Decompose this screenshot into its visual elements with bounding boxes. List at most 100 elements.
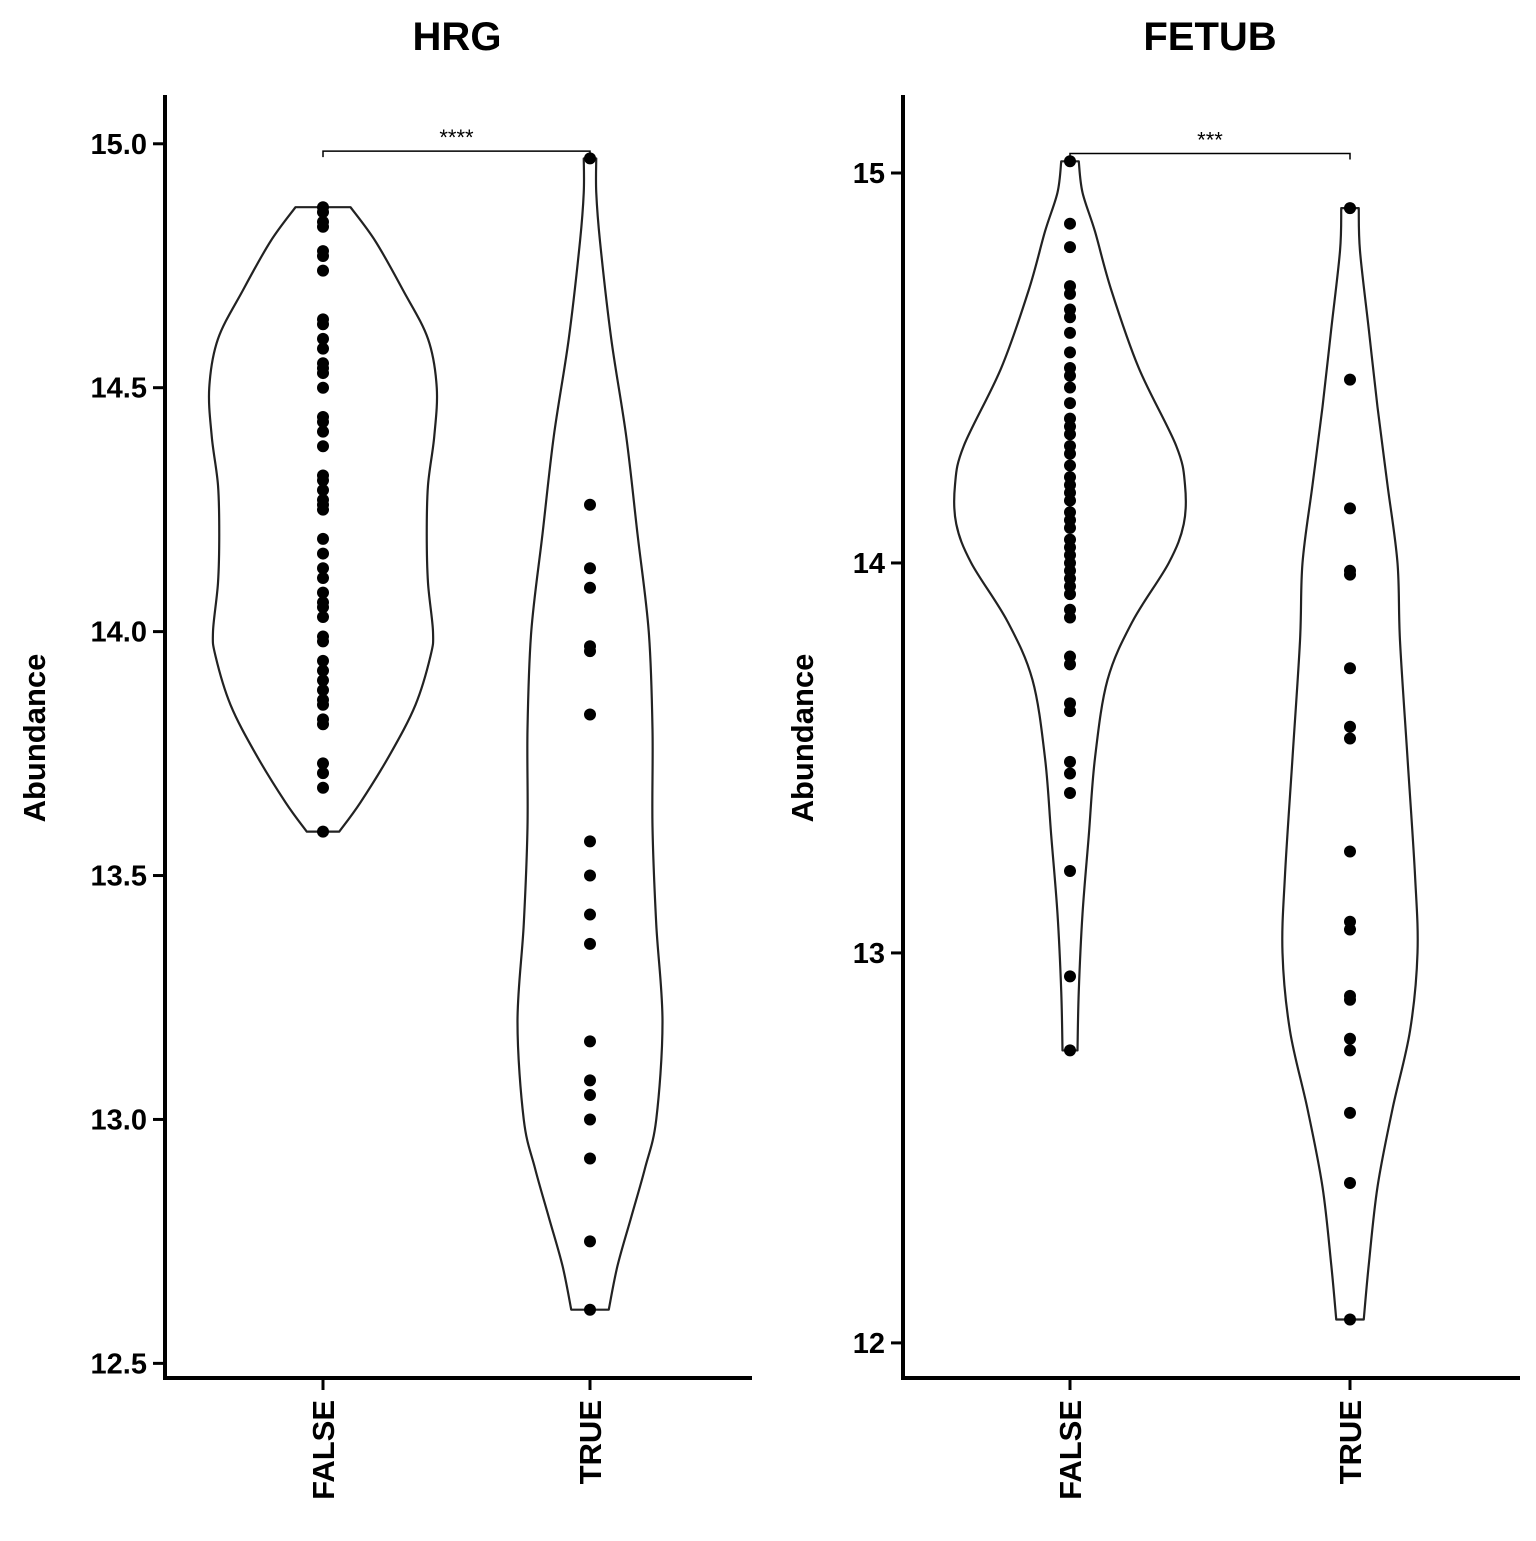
panel-fetub: FETUB Abundance 12 13 14 15 FALSE TRUE ***	[785, 15, 1520, 1500]
data-point	[317, 503, 329, 516]
data-point	[1064, 217, 1076, 230]
data-point	[1344, 923, 1356, 936]
data-point	[317, 547, 329, 560]
y-tick-label: 13.0	[91, 1104, 147, 1136]
data-point	[1344, 1313, 1356, 1326]
panel-title-hrg: HRG	[413, 15, 502, 59]
data-point	[317, 425, 329, 438]
data-point	[1064, 311, 1076, 324]
data-point	[317, 415, 329, 428]
data-point	[584, 498, 596, 511]
data-point	[1064, 970, 1076, 983]
y-tick-label: 14.0	[91, 617, 147, 649]
data-point	[317, 381, 329, 394]
data-point	[584, 1089, 596, 1102]
data-point	[317, 220, 329, 233]
data-point	[1064, 155, 1076, 168]
data-point	[317, 532, 329, 545]
data-point	[1064, 658, 1076, 671]
y-tick-label: 13	[853, 938, 885, 970]
data-point	[584, 1152, 596, 1165]
data-point	[317, 440, 329, 453]
y-axis-label-hrg: Abundance	[17, 654, 52, 823]
data-point	[1064, 459, 1076, 472]
x-tick-label-false: FALSE	[1053, 1400, 1088, 1500]
data-point	[1064, 381, 1076, 394]
data-point	[1344, 1106, 1356, 1119]
data-point	[317, 484, 329, 497]
data-point	[317, 318, 329, 331]
data-point	[317, 757, 329, 770]
significance-bracket	[322, 150, 591, 158]
data-point	[317, 610, 329, 623]
data-point	[317, 664, 329, 677]
data-point	[1064, 428, 1076, 441]
data-point	[317, 342, 329, 355]
data-point	[1064, 705, 1076, 718]
panel-title-fetub: FETUB	[1143, 15, 1276, 59]
data-point	[1064, 369, 1076, 382]
data-point	[584, 835, 596, 848]
data-point	[584, 1235, 596, 1248]
data-point	[584, 1113, 596, 1126]
data-point	[584, 152, 596, 165]
significance-label: ***	[1197, 127, 1223, 152]
data-point	[1064, 397, 1076, 410]
data-point	[584, 645, 596, 658]
data-point	[584, 1035, 596, 1048]
data-point	[1064, 326, 1076, 339]
violin-true	[1281, 206, 1419, 1321]
data-point	[317, 718, 329, 731]
data-point	[1344, 720, 1356, 733]
data-point	[1064, 346, 1076, 359]
data-point	[584, 708, 596, 721]
data-point	[584, 562, 596, 575]
data-point	[1344, 373, 1356, 386]
x-tick-label-true: TRUE	[1333, 1400, 1368, 1484]
data-point	[317, 264, 329, 277]
data-point	[584, 1303, 596, 1316]
violin-false	[207, 206, 439, 833]
data-point	[584, 1074, 596, 1087]
data-point	[1344, 845, 1356, 858]
data-point	[317, 367, 329, 380]
y-tick-label: 12.5	[91, 1348, 147, 1380]
data-point	[1344, 732, 1356, 745]
data-point	[1344, 202, 1356, 215]
data-point	[1064, 588, 1076, 601]
data-point	[1064, 521, 1076, 534]
data-point	[1064, 287, 1076, 300]
data-point	[317, 825, 329, 838]
data-point	[317, 781, 329, 794]
data-point	[317, 571, 329, 584]
violin-false	[953, 160, 1187, 1052]
significance-label: ****	[439, 125, 474, 150]
data-point	[1064, 611, 1076, 624]
data-point	[1064, 767, 1076, 780]
data-point	[317, 684, 329, 697]
data-point	[317, 332, 329, 345]
y-tick-label: 15.0	[91, 129, 147, 161]
data-point	[1064, 755, 1076, 768]
data-point	[317, 474, 329, 487]
data-point	[584, 581, 596, 594]
data-point	[1344, 993, 1356, 1006]
data-point	[1344, 662, 1356, 675]
data-point	[1064, 447, 1076, 460]
data-point	[317, 249, 329, 262]
y-tick-label: 14	[853, 548, 885, 580]
y-axis-label-fetub: Abundance	[785, 654, 820, 823]
y-tick-label: 12	[853, 1328, 885, 1360]
significance-bracket	[1069, 152, 1351, 160]
data-point	[317, 767, 329, 780]
y-tick-label: 14.5	[91, 373, 147, 405]
data-point	[584, 908, 596, 921]
data-point	[317, 601, 329, 614]
y-tick-label: 13.5	[91, 861, 147, 893]
data-point	[1064, 494, 1076, 507]
data-point	[1064, 1044, 1076, 1057]
data-point	[1064, 865, 1076, 878]
data-point	[584, 937, 596, 950]
data-point	[317, 562, 329, 575]
